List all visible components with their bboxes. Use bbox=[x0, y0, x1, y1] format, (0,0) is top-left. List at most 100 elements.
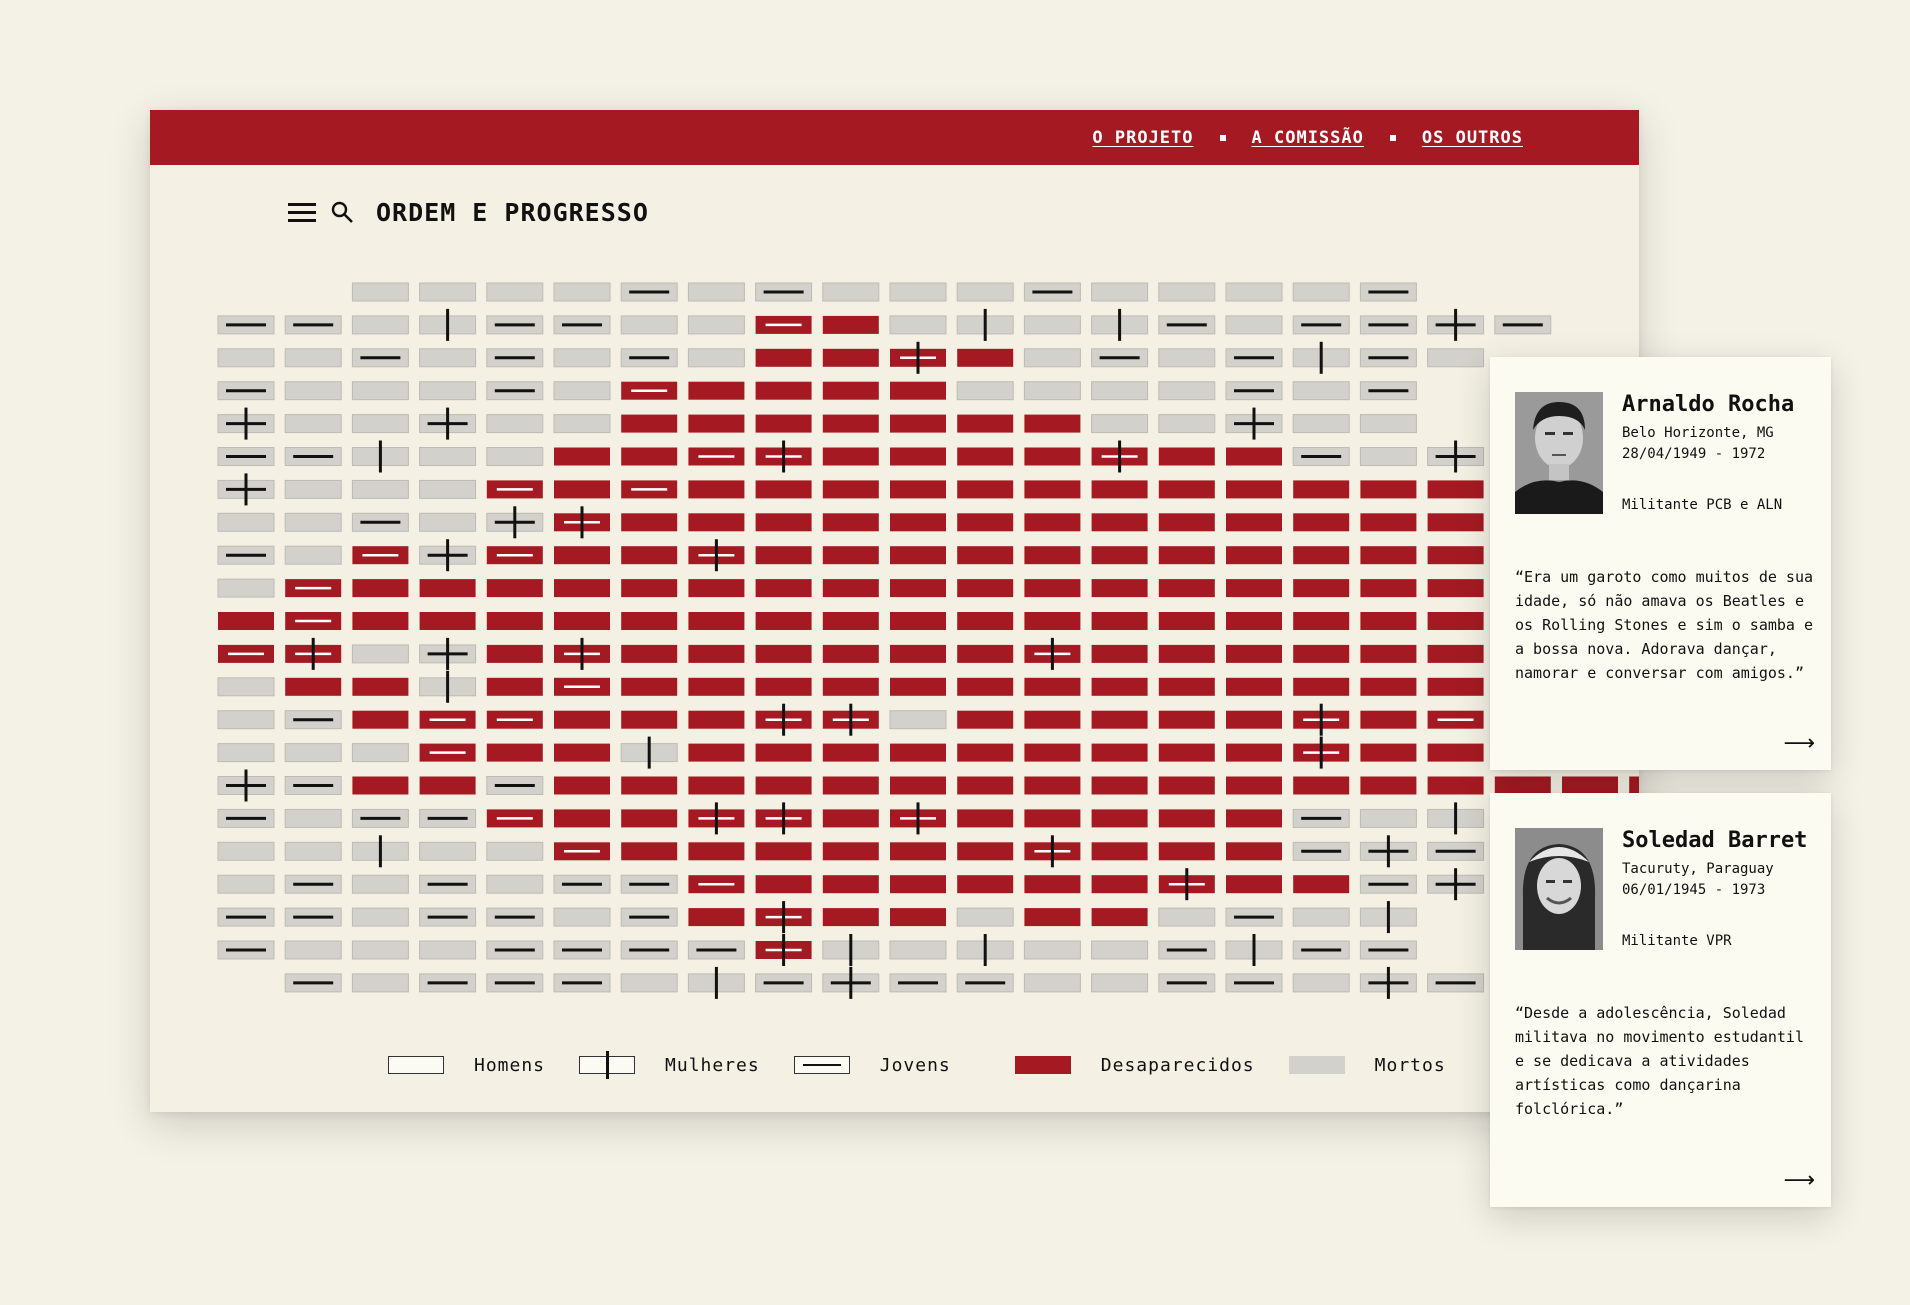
victim-cell-disappeared[interactable] bbox=[957, 743, 1014, 762]
victim-cell-disappeared[interactable] bbox=[1360, 513, 1417, 532]
victim-cell-disappeared[interactable] bbox=[1091, 710, 1148, 729]
victim-cell-disappeared[interactable] bbox=[1629, 776, 1639, 795]
victim-cell-disappeared[interactable] bbox=[890, 414, 946, 433]
victim-cell-dead[interactable] bbox=[889, 710, 947, 730]
victim-cell-dead[interactable] bbox=[351, 907, 409, 927]
victim-cell-disappeared[interactable] bbox=[1024, 677, 1081, 696]
victim-cell-dead[interactable] bbox=[284, 348, 342, 368]
victim-cell-disappeared[interactable] bbox=[822, 546, 879, 565]
victim-cell-dead[interactable] bbox=[1292, 907, 1350, 927]
victim-cell-disappeared[interactable] bbox=[890, 677, 946, 696]
victim-cell-dead[interactable] bbox=[1292, 282, 1350, 302]
victim-cell-disappeared[interactable] bbox=[1494, 776, 1551, 795]
victim-cell-dead[interactable] bbox=[351, 644, 409, 664]
victim-cell-disappeared[interactable] bbox=[1360, 677, 1417, 696]
victim-cell-disappeared[interactable] bbox=[1158, 677, 1215, 696]
victim-cell-dead[interactable] bbox=[351, 315, 409, 335]
victim-cell-disappeared[interactable] bbox=[1427, 546, 1484, 565]
victim-cell-disappeared[interactable] bbox=[1360, 480, 1417, 499]
victim-cell-dead[interactable] bbox=[217, 677, 275, 697]
victim-cell-disappeared[interactable] bbox=[1024, 414, 1081, 433]
victim-cell-disappeared[interactable] bbox=[890, 612, 946, 630]
victim-cell-disappeared[interactable] bbox=[1158, 644, 1215, 663]
victim-cell-disappeared[interactable] bbox=[1427, 513, 1484, 532]
victim-cell-dead[interactable] bbox=[284, 479, 342, 499]
victim-cell-disappeared[interactable] bbox=[688, 414, 745, 433]
victim-cell-dead[interactable] bbox=[351, 381, 409, 401]
victim-cell-disappeared[interactable] bbox=[1427, 480, 1484, 499]
victim-cell-disappeared[interactable] bbox=[957, 447, 1014, 466]
victim-cell-disappeared[interactable] bbox=[1091, 513, 1148, 532]
victim-cell-disappeared[interactable] bbox=[1360, 743, 1417, 762]
victim-cell-disappeared[interactable] bbox=[1091, 776, 1148, 795]
victim-cell-dead[interactable] bbox=[1158, 907, 1216, 927]
victim-cell-disappeared[interactable] bbox=[352, 677, 409, 696]
victim-cell-dead[interactable] bbox=[419, 512, 477, 532]
victim-cell-disappeared[interactable] bbox=[1024, 546, 1081, 565]
victim-card-arnaldo[interactable]: Arnaldo Rocha Belo Horizonte, MG 28/04/1… bbox=[1490, 357, 1831, 770]
victim-cell-disappeared[interactable] bbox=[890, 875, 946, 894]
victim-cell-disappeared[interactable] bbox=[1091, 480, 1148, 499]
victim-cell-disappeared[interactable] bbox=[1158, 513, 1215, 532]
victim-cell-dead[interactable] bbox=[284, 512, 342, 532]
victim-cell-disappeared[interactable] bbox=[1091, 677, 1148, 696]
victim-cell-disappeared[interactable] bbox=[822, 677, 879, 696]
victim-cell-disappeared[interactable] bbox=[755, 546, 812, 565]
victim-cell-dead[interactable] bbox=[1359, 808, 1417, 828]
victim-cell-disappeared[interactable] bbox=[1360, 644, 1417, 663]
victim-cell-dead[interactable] bbox=[1023, 315, 1081, 335]
victim-cell-disappeared[interactable] bbox=[1091, 875, 1148, 894]
victim-cell-disappeared[interactable] bbox=[1226, 677, 1282, 696]
victim-cell-dead[interactable] bbox=[419, 381, 477, 401]
victim-cell-disappeared[interactable] bbox=[621, 414, 678, 433]
victim-cell-disappeared[interactable] bbox=[957, 776, 1014, 795]
victim-cell-dead[interactable] bbox=[889, 282, 947, 302]
victim-cell-dead[interactable] bbox=[486, 414, 544, 434]
victim-cell-disappeared[interactable] bbox=[890, 644, 946, 663]
victim-cell-disappeared[interactable] bbox=[1226, 480, 1282, 499]
victim-cell-dead[interactable] bbox=[687, 282, 745, 302]
victim-cell-disappeared[interactable] bbox=[1360, 612, 1417, 630]
victim-cell-disappeared[interactable] bbox=[1091, 743, 1148, 762]
victim-cell-disappeared[interactable] bbox=[688, 579, 745, 598]
victim-cell-disappeared[interactable] bbox=[822, 348, 879, 367]
victim-cell-disappeared[interactable] bbox=[755, 842, 812, 861]
victim-cell-disappeared[interactable] bbox=[554, 809, 610, 828]
victim-cell-disappeared[interactable] bbox=[890, 579, 946, 598]
victim-cell-dead[interactable] bbox=[1158, 381, 1216, 401]
victim-cell-disappeared[interactable] bbox=[621, 644, 678, 663]
victim-cell-dead[interactable] bbox=[284, 808, 342, 828]
victim-cell-disappeared[interactable] bbox=[1158, 480, 1215, 499]
victim-cell-disappeared[interactable] bbox=[1293, 546, 1350, 565]
victim-cell-disappeared[interactable] bbox=[822, 612, 879, 630]
victim-cell-disappeared[interactable] bbox=[688, 612, 745, 630]
victim-cell-dead[interactable] bbox=[1023, 973, 1081, 993]
victim-cell-dead[interactable] bbox=[486, 447, 544, 466]
victim-cell-disappeared[interactable] bbox=[486, 743, 543, 762]
victim-cell-disappeared[interactable] bbox=[1226, 579, 1282, 598]
victim-cell-dead[interactable] bbox=[217, 710, 275, 730]
victim-cell-dead[interactable] bbox=[284, 545, 342, 565]
menu-icon[interactable] bbox=[288, 201, 316, 223]
victim-cell-disappeared[interactable] bbox=[352, 579, 409, 598]
victim-cell-disappeared[interactable] bbox=[755, 743, 812, 762]
victim-cell-dead[interactable] bbox=[553, 907, 611, 927]
victim-cell-disappeared[interactable] bbox=[1158, 447, 1215, 466]
victim-cell-disappeared[interactable] bbox=[621, 677, 678, 696]
victim-cell-disappeared[interactable] bbox=[957, 875, 1014, 894]
victim-cell-disappeared[interactable] bbox=[1427, 612, 1484, 630]
victim-cell-disappeared[interactable] bbox=[688, 776, 745, 795]
victim-cell-dead[interactable] bbox=[822, 282, 880, 302]
victim-cell-dead[interactable] bbox=[1091, 940, 1149, 960]
nav-link-projeto[interactable]: O PROJETO bbox=[1092, 127, 1194, 148]
victim-cell-disappeared[interactable] bbox=[1562, 776, 1618, 795]
victim-cell-disappeared[interactable] bbox=[621, 447, 678, 466]
victim-cell-disappeared[interactable] bbox=[1024, 875, 1081, 894]
victim-cell-dead[interactable] bbox=[217, 348, 275, 368]
victim-cell-disappeared[interactable] bbox=[621, 546, 678, 565]
victim-cell-disappeared[interactable] bbox=[755, 348, 812, 367]
victim-cell-dead[interactable] bbox=[1292, 414, 1350, 434]
victim-cell-disappeared[interactable] bbox=[1024, 579, 1081, 598]
victim-cell-disappeared[interactable] bbox=[890, 908, 946, 927]
victim-card-soledad[interactable]: Soledad Barret Tacuruty, Paraguay 06/01/… bbox=[1490, 793, 1831, 1207]
